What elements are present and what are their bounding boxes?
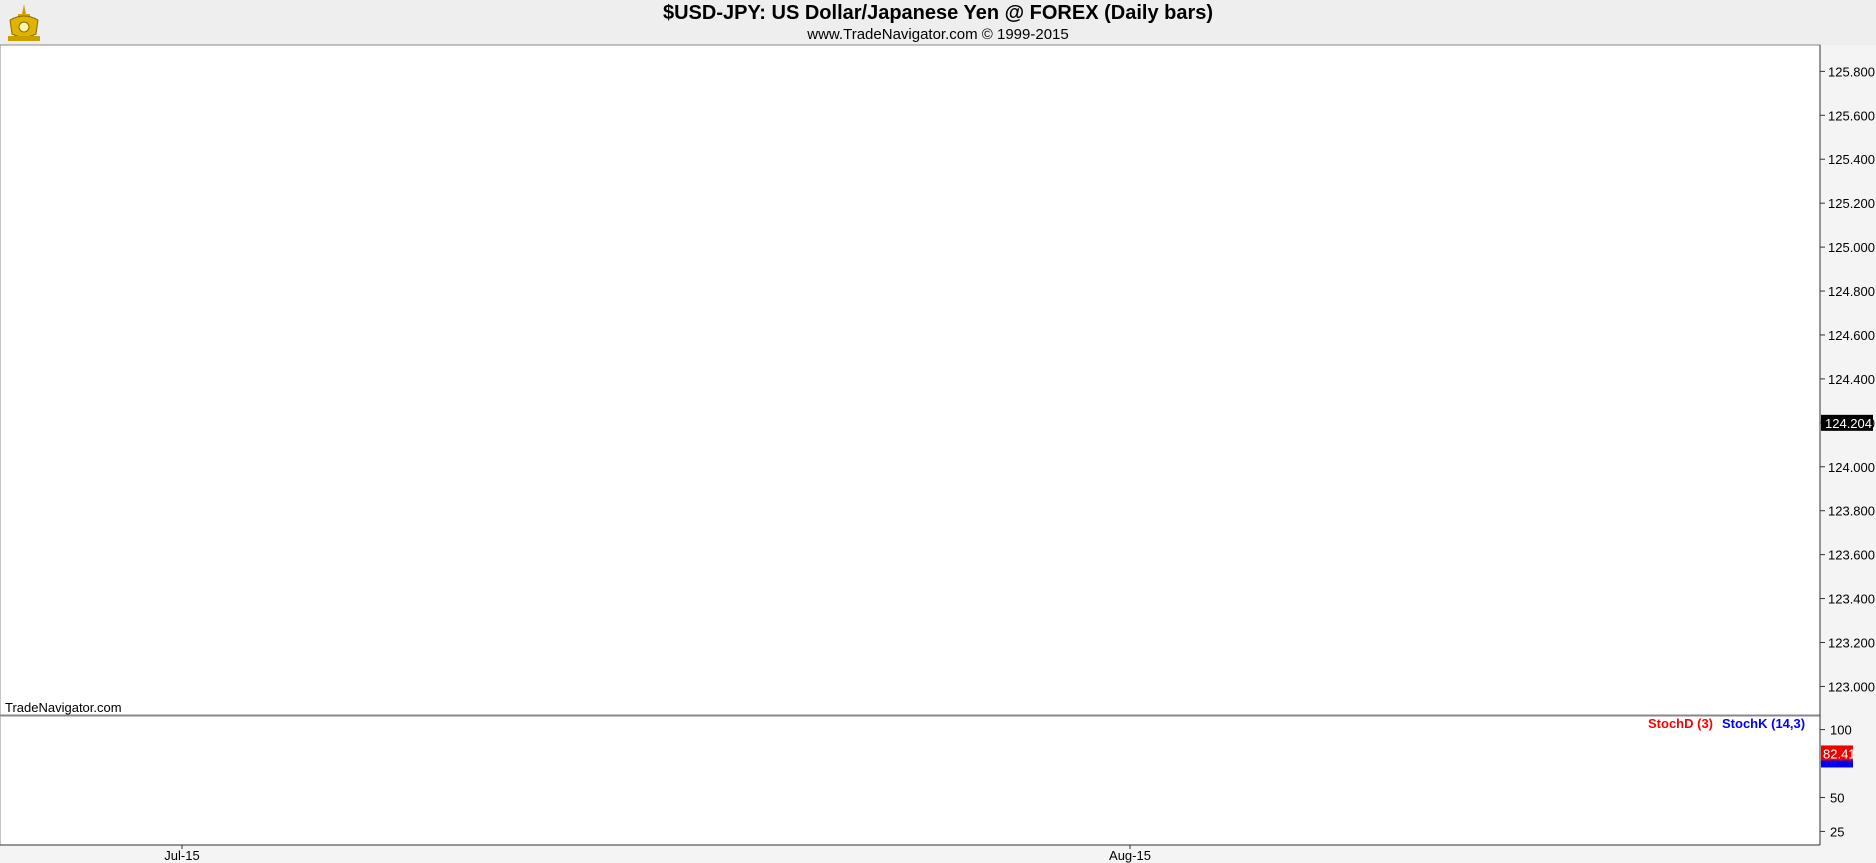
price-tick-label: 123.000: [1828, 679, 1875, 694]
price-tick-label: 123.400: [1828, 592, 1875, 607]
x-axis-strip: [0, 845, 1876, 863]
stoch-badge-top-text: 82.41: [1823, 746, 1856, 761]
last-price-badge: [1821, 414, 1873, 431]
legend-stoch-k: StochK (14,3): [1722, 716, 1806, 731]
chart-title: $USD-JPY: US Dollar/Japanese Yen @ FOREX…: [662, 2, 1214, 24]
legend-stoch-d: StochD (3): [1648, 716, 1713, 731]
price-plot-frame: [0, 44, 1821, 716]
stoch-tick-label: 50: [1830, 790, 1844, 805]
price-tick-label: 124.800: [1828, 284, 1875, 299]
price-tick-label: 125.800: [1828, 64, 1875, 79]
price-tick-label: 123.800: [1828, 504, 1875, 519]
watermark: TradeNavigator.com: [5, 700, 122, 715]
stoch-badge-top: [1821, 745, 1853, 762]
tradenavigator-logo-icon: [8, 4, 40, 41]
last-price-badge-text: 124.204: [1825, 416, 1872, 431]
stoch-badge-bottom: [1821, 760, 1853, 768]
x-tick-label: Jul-15: [164, 848, 199, 863]
stoch-tick-label: 25: [1830, 824, 1844, 839]
price-tick-label: 124.600: [1828, 328, 1875, 343]
chart-subtitle: www.TradeNavigator.com © 1999-2015: [807, 26, 1069, 43]
price-tick-label: 123.600: [1828, 548, 1875, 563]
axis-strip: [1820, 45, 1876, 863]
axes: 125.800 125.600 125.400 125.200 125.000 124.8…: [0, 44, 1876, 863]
chart-header: $USD-JPY: US Dollar/Japanese Yen @ FOREX…: [0, 0, 1876, 45]
price-tick-label: 124.000: [1828, 460, 1875, 475]
price-tick-label: 125.000: [1828, 240, 1875, 255]
stoch-tick-label: 100: [1830, 723, 1852, 738]
price-tick-label: 124.400: [1828, 372, 1875, 387]
price-tick-label: 123.200: [1828, 636, 1875, 651]
price-tick-label: 125.600: [1828, 108, 1875, 123]
stoch-plot-frame: [0, 715, 1821, 846]
x-tick-label: Aug-15: [1109, 848, 1151, 863]
price-tick-label: 125.200: [1828, 196, 1875, 211]
price-tick-label: 125.400: [1828, 152, 1875, 167]
